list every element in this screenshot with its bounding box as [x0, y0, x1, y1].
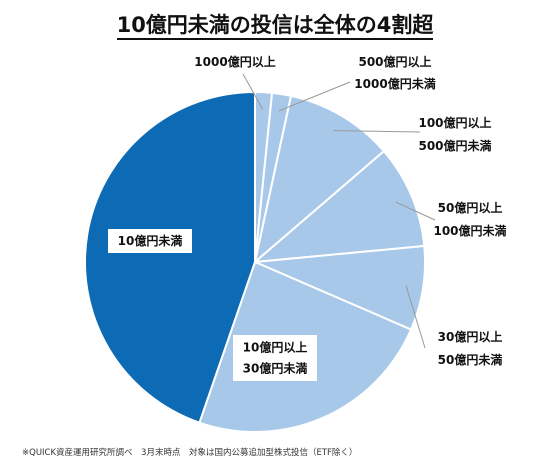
slice-label-2-line-2: 1000億円未満	[354, 76, 435, 91]
pie-slices	[84, 90, 426, 433]
slice-label-2-line-1: 500億円以上	[358, 54, 431, 69]
slice-label-1-line-1: 1000億円以上	[194, 54, 275, 69]
leader-line-2	[278, 81, 351, 112]
leader-lines	[242, 73, 436, 349]
source-footnote: ※QUICK資産運用研究所調べ 3月末時点 対象は国内公募追加型株式投信（ETF…	[22, 448, 358, 458]
slice-label-4-line-1: 50億円以上	[438, 200, 503, 215]
leader-line-4	[395, 201, 436, 221]
slice-labels: 1000億円以上 500億円以上 1000億円未満 100億円以上 500億円未満 50億…	[108, 54, 507, 381]
pie-slice-3	[253, 94, 386, 265]
slice-label-3-line-2: 500億円未満	[418, 138, 491, 153]
pie-slice-7	[84, 90, 256, 424]
slice-label-box-6	[233, 335, 317, 381]
slice-label-6-line-1: 10億円以上	[243, 340, 308, 355]
slice-label-7-line-1: 10億円未満	[118, 233, 183, 248]
leader-line-3	[333, 130, 421, 133]
slice-label-box-7	[108, 229, 192, 253]
chart-title: 10億円未満の投信は全体の4割超	[0, 12, 550, 40]
leader-line-1	[242, 73, 264, 110]
slice-label-3-line-1: 100億円以上	[418, 115, 491, 130]
slice-label-4-line-2: 100億円未満	[433, 223, 506, 238]
slice-label-5-line-2: 50億円未満	[438, 352, 503, 367]
leader-line-5	[405, 285, 426, 349]
pie-slice-4	[251, 149, 426, 264]
slice-label-6-line-2: 30億円未満	[243, 361, 308, 376]
slice-label-5-line-1: 30億円以上	[438, 329, 503, 344]
